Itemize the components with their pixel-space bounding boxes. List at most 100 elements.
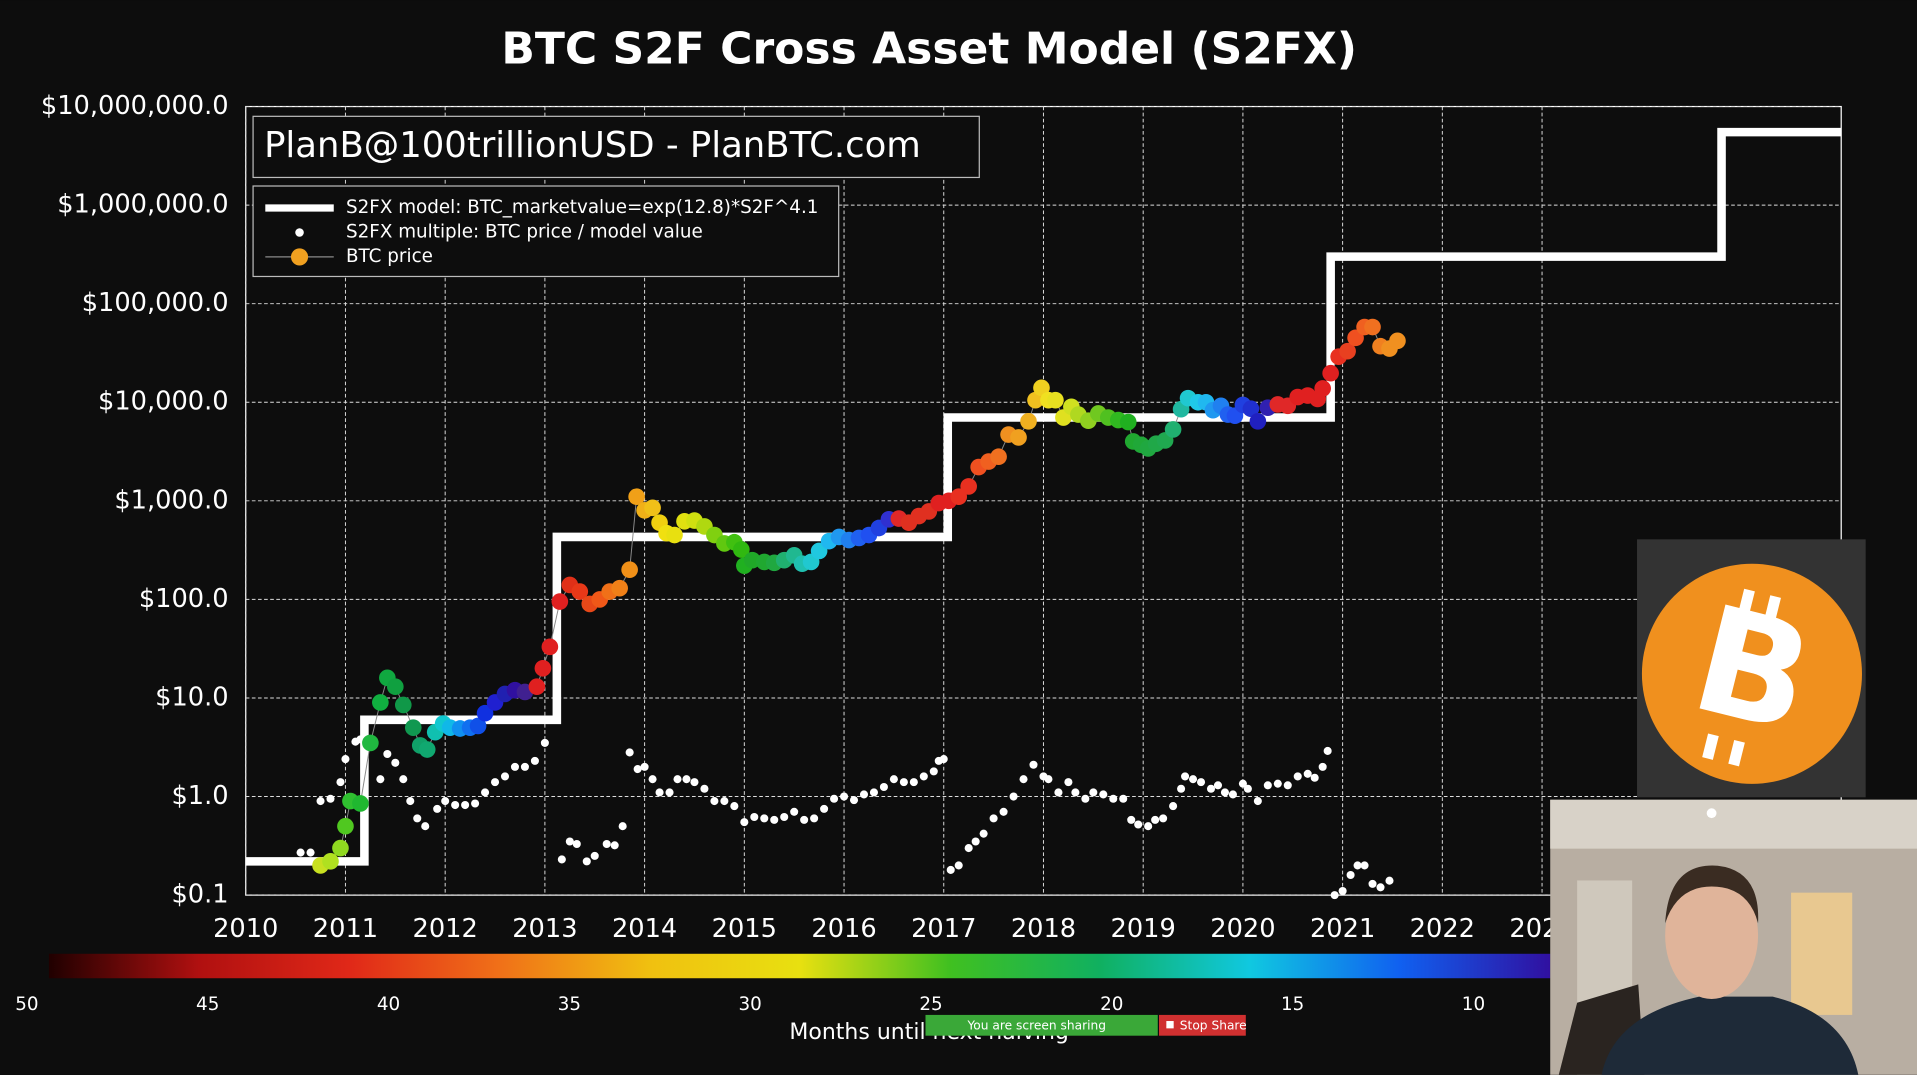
data-point (541, 638, 559, 656)
x-tick-label: 2012 (413, 914, 478, 944)
chart-title: BTC S2F Cross Asset Model (S2FX) (501, 24, 1357, 75)
data-point (730, 802, 739, 811)
data-point (362, 734, 379, 752)
data-point (820, 804, 829, 813)
data-point (534, 659, 552, 677)
data-point (1283, 781, 1292, 790)
data-point (990, 448, 1007, 466)
x-tick-label: 2021 (1310, 914, 1375, 944)
data-point (394, 696, 412, 714)
data-point (611, 579, 628, 597)
legend-label: S2FX multiple: BTC price / model value (346, 221, 703, 242)
logo-bar (1702, 733, 1719, 760)
data-point (1263, 781, 1272, 790)
data-point (326, 794, 335, 803)
data-point (1033, 379, 1050, 397)
data-point (383, 749, 392, 759)
data-point (1189, 775, 1198, 784)
data-point (1134, 820, 1143, 829)
data-point (780, 812, 789, 822)
data-point (1020, 413, 1037, 430)
x-tick-label: 2017 (911, 914, 976, 944)
data-point (469, 717, 487, 735)
data-point (399, 775, 408, 784)
data-point (590, 851, 599, 860)
colorbar-tick-label: 10 (1462, 994, 1485, 1015)
data-point (960, 478, 977, 495)
data-point (1054, 788, 1063, 797)
data-point (964, 844, 973, 853)
colorbar-gradient (48, 953, 1551, 979)
data-point (790, 807, 799, 816)
data-point (572, 839, 581, 849)
data-point (989, 814, 998, 823)
data-point (1376, 883, 1385, 892)
data-point (700, 784, 709, 793)
data-point (306, 848, 315, 857)
data-point (625, 748, 634, 757)
data-point (946, 865, 955, 874)
legend-label: BTC price (346, 246, 433, 267)
logo-bar (1728, 739, 1745, 767)
data-point (296, 848, 305, 857)
colorbar-tick-label: 30 (739, 994, 762, 1015)
data-point (1385, 876, 1394, 885)
data-point (750, 812, 759, 822)
data-point (618, 822, 627, 831)
share-status (925, 1014, 1158, 1036)
data-point (476, 704, 494, 722)
data-point (1119, 794, 1128, 803)
data-point (413, 814, 422, 823)
data-point (316, 797, 325, 806)
data-point (1323, 746, 1332, 755)
data-point (1360, 861, 1369, 870)
plot: $0.1 $1.0 $10.0 $100.0 $1,000.0 $10,000.0 $100… (41, 91, 1842, 944)
x-tick-label: 2020 (1210, 914, 1275, 944)
data-point (1109, 794, 1118, 803)
data-point (1151, 815, 1160, 824)
data-point (1177, 784, 1186, 793)
legend-frame (252, 185, 840, 278)
data-point (322, 853, 339, 870)
data-point (1010, 429, 1027, 446)
data-point (1338, 886, 1347, 896)
data-point (481, 788, 490, 797)
data-point (376, 775, 385, 784)
stop-share-button[interactable] (1159, 1014, 1246, 1036)
data-point (520, 762, 529, 771)
data-point (979, 829, 988, 838)
webcam (1550, 799, 1917, 1075)
stop-share-text[interactable]: Stop Share (1180, 1018, 1247, 1032)
webcam-ceiling (1550, 799, 1917, 849)
data-point (451, 800, 460, 810)
share-status-text: You are screen sharing (966, 1018, 1106, 1032)
data-point (530, 756, 539, 765)
data-point (1228, 790, 1237, 799)
data-point (551, 593, 569, 610)
data-point (770, 815, 779, 824)
data-point (644, 499, 661, 517)
data-point (929, 767, 938, 776)
data-point (1330, 891, 1339, 900)
data-point (1273, 779, 1282, 788)
y-tick-label: $10,000.0 (98, 387, 229, 417)
data-point (1303, 769, 1312, 778)
data-point (879, 782, 888, 792)
colorbar-tick-label: 40 (377, 994, 400, 1015)
data-point (1071, 788, 1080, 797)
data-point (733, 541, 750, 558)
data-point (859, 790, 869, 799)
data-point (1242, 400, 1260, 418)
data-point (471, 799, 480, 808)
data-point (666, 526, 683, 544)
legend: S2FX model: BTC_marketvalue=exp(12.8)*S2… (252, 185, 840, 278)
data-point (1243, 784, 1252, 793)
data-point (1318, 762, 1327, 771)
y-tick-label: $10.0 (155, 682, 228, 712)
data-point (648, 775, 657, 784)
data-point (510, 762, 520, 771)
data-point (899, 778, 908, 787)
x-tick-label: 2011 (313, 914, 378, 944)
